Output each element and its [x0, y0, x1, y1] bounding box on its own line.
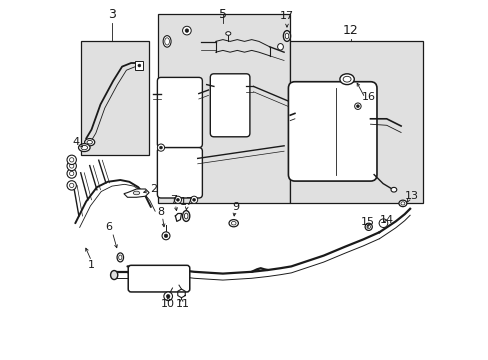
Ellipse shape — [366, 225, 370, 229]
Circle shape — [164, 234, 167, 238]
Text: 17: 17 — [279, 11, 293, 21]
Bar — [289, 41, 422, 203]
Ellipse shape — [277, 44, 283, 50]
Ellipse shape — [79, 144, 90, 152]
Circle shape — [176, 198, 179, 201]
FancyBboxPatch shape — [128, 265, 189, 292]
Text: 15: 15 — [360, 217, 374, 228]
Circle shape — [182, 26, 191, 35]
Bar — [158, 14, 289, 203]
Text: 3: 3 — [108, 8, 116, 21]
Circle shape — [166, 294, 170, 298]
Circle shape — [138, 64, 141, 67]
Text: 16: 16 — [361, 92, 375, 102]
Text: 10: 10 — [161, 299, 175, 309]
Text: 5: 5 — [219, 8, 226, 21]
Ellipse shape — [110, 271, 118, 280]
Ellipse shape — [81, 145, 87, 150]
Ellipse shape — [231, 221, 236, 225]
Circle shape — [354, 103, 361, 109]
Bar — [134, 61, 142, 70]
Ellipse shape — [365, 223, 371, 230]
Ellipse shape — [390, 187, 396, 192]
Circle shape — [174, 196, 181, 203]
Circle shape — [378, 219, 387, 228]
Ellipse shape — [400, 202, 404, 205]
Text: 4: 4 — [72, 137, 80, 147]
Text: 1: 1 — [88, 260, 95, 270]
Ellipse shape — [87, 140, 92, 144]
Circle shape — [185, 29, 188, 32]
Text: 7: 7 — [170, 195, 177, 205]
Text: 12: 12 — [342, 24, 358, 37]
Circle shape — [67, 181, 76, 190]
Ellipse shape — [283, 31, 290, 41]
Text: 17: 17 — [180, 197, 194, 207]
Ellipse shape — [133, 191, 140, 195]
Ellipse shape — [184, 213, 187, 219]
FancyBboxPatch shape — [210, 74, 249, 137]
Text: 11: 11 — [175, 299, 189, 309]
Circle shape — [69, 158, 74, 162]
Circle shape — [163, 292, 172, 301]
Circle shape — [157, 144, 164, 151]
Text: 8: 8 — [157, 207, 164, 217]
Circle shape — [67, 161, 76, 171]
FancyBboxPatch shape — [157, 77, 202, 148]
Circle shape — [162, 232, 170, 240]
Ellipse shape — [225, 32, 230, 35]
Ellipse shape — [343, 76, 350, 82]
Circle shape — [69, 171, 74, 176]
Ellipse shape — [182, 211, 189, 221]
Ellipse shape — [228, 220, 238, 227]
Text: 9: 9 — [231, 202, 239, 212]
Ellipse shape — [84, 139, 95, 146]
Text: 13: 13 — [404, 191, 418, 201]
Circle shape — [67, 169, 76, 178]
Ellipse shape — [119, 255, 122, 260]
Text: 6: 6 — [105, 222, 112, 232]
Text: 2: 2 — [150, 184, 157, 194]
Circle shape — [69, 183, 74, 188]
Ellipse shape — [398, 200, 406, 207]
Circle shape — [356, 105, 359, 108]
Circle shape — [190, 196, 197, 203]
FancyBboxPatch shape — [288, 82, 376, 181]
Circle shape — [159, 146, 162, 149]
FancyBboxPatch shape — [157, 148, 202, 198]
Ellipse shape — [164, 38, 169, 45]
Ellipse shape — [285, 33, 288, 39]
Ellipse shape — [117, 253, 123, 262]
Ellipse shape — [339, 74, 354, 85]
Polygon shape — [123, 189, 149, 197]
Ellipse shape — [163, 36, 171, 47]
Circle shape — [67, 155, 76, 165]
Circle shape — [192, 198, 195, 201]
Text: 14: 14 — [379, 215, 393, 225]
Circle shape — [69, 164, 74, 168]
Bar — [81, 41, 149, 155]
